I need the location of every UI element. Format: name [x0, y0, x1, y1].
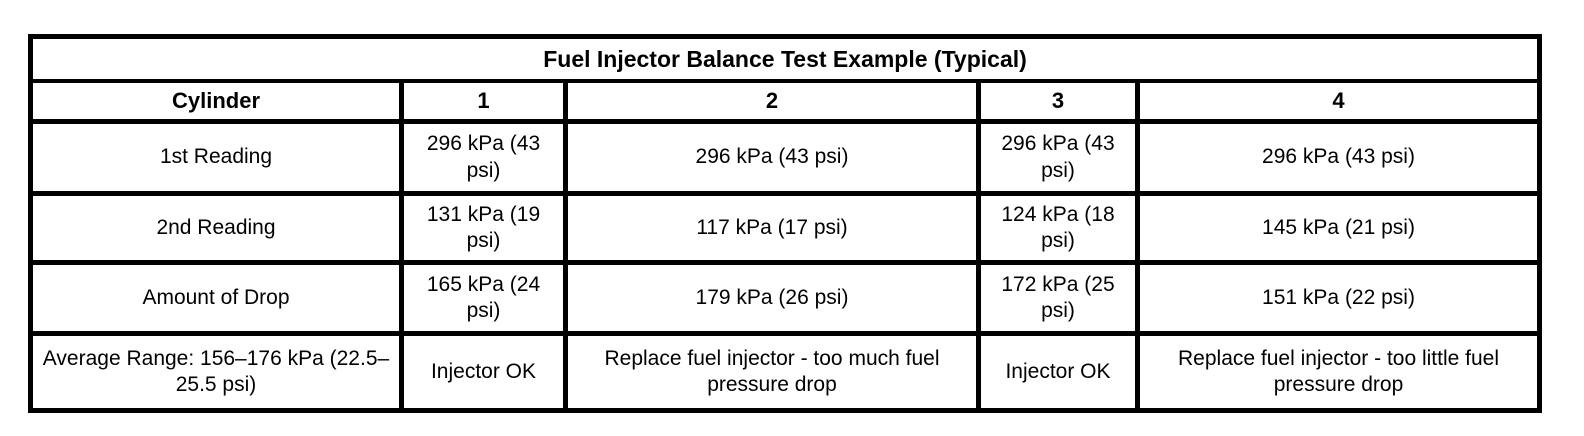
data-cell: 172 kPa (25 psi): [976, 260, 1140, 336]
data-cell: 145 kPa (21 psi): [1134, 191, 1543, 265]
table-header-row: Cylinder 1 2 3 4: [28, 79, 1543, 124]
row-label: Amount of Drop: [28, 260, 404, 336]
column-header-cyl4: 4: [1134, 79, 1543, 124]
data-cell: 131 kPa (19 psi): [399, 191, 568, 265]
data-cell: 124 kPa (18 psi): [976, 191, 1140, 265]
column-header-cyl2: 2: [563, 79, 981, 124]
data-cell: 165 kPa (24 psi): [399, 260, 568, 336]
result-cell: Injector OK: [976, 331, 1140, 413]
data-cell: 179 kPa (26 psi): [563, 260, 981, 336]
table-row-1st-reading: 1st Reading 296 kPa (43 psi) 296 kPa (43…: [28, 119, 1543, 196]
data-cell: 296 kPa (43 psi): [399, 119, 568, 196]
table-title-row: Fuel Injector Balance Test Example (Typi…: [27, 34, 1543, 83]
fuel-injector-balance-table: Fuel Injector Balance Test Example (Typi…: [27, 34, 1543, 413]
column-header-cylinder: Cylinder: [28, 79, 404, 124]
row-label-average-range: Average Range: 156–176 kPa (22.5–25.5 ps…: [28, 331, 404, 413]
table-row-average-range: Average Range: 156–176 kPa (22.5–25.5 ps…: [28, 331, 1543, 413]
data-cell: 117 kPa (17 psi): [563, 191, 981, 265]
table-title: Fuel Injector Balance Test Example (Typi…: [27, 34, 1543, 83]
data-cell: 151 kPa (22 psi): [1134, 260, 1543, 336]
table-row-2nd-reading: 2nd Reading 131 kPa (19 psi) 117 kPa (17…: [28, 191, 1543, 265]
data-cell: 296 kPa (43 psi): [563, 119, 981, 196]
table-row-amount-of-drop: Amount of Drop 165 kPa (24 psi) 179 kPa …: [28, 260, 1543, 336]
column-header-cyl3: 3: [976, 79, 1140, 124]
data-cell: 296 kPa (43 psi): [1134, 119, 1543, 196]
result-cell: Replace fuel injector - too little fuel …: [1134, 331, 1543, 413]
data-cell: 296 kPa (43 psi): [976, 119, 1140, 196]
row-label: 2nd Reading: [28, 191, 404, 265]
row-label: 1st Reading: [28, 119, 404, 196]
column-header-cyl1: 1: [399, 79, 568, 124]
result-cell: Replace fuel injector - too much fuel pr…: [563, 331, 981, 413]
result-cell: Injector OK: [399, 331, 568, 413]
